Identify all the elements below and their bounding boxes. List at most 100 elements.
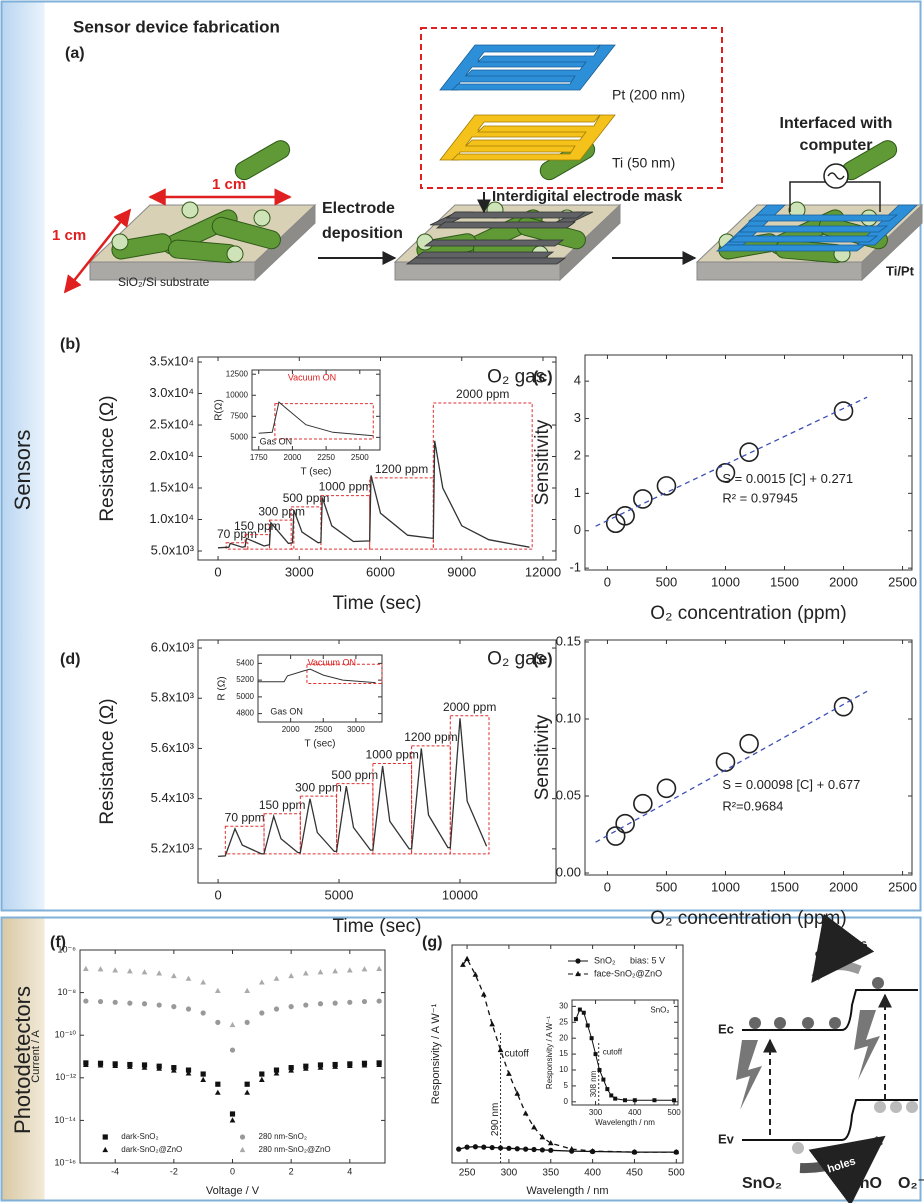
x-tick-label: 2250 [317, 453, 335, 462]
x-tick-label: 2000 [829, 574, 858, 589]
legend-marker [102, 1134, 108, 1140]
legend-marker [239, 1134, 246, 1140]
panel-label: (d) [60, 651, 80, 668]
data-point [548, 1147, 554, 1153]
y-tick-label: 12500 [226, 369, 249, 378]
y-tick-label: 6.0x10³ [151, 639, 195, 654]
electrode-label: Ti/Pt [886, 263, 915, 278]
data-point [672, 1098, 677, 1103]
window-label: 2000 ppm [443, 700, 496, 714]
y-tick-label: 4 [574, 373, 581, 388]
computer-label: Interfaced with [780, 115, 893, 132]
x-tick-label: 2500 [888, 879, 917, 894]
y-tick-label: 5.0x10³ [151, 542, 195, 557]
data-point [632, 1098, 637, 1103]
y-tick-label: 0.00 [556, 864, 581, 879]
data-point [547, 1140, 554, 1146]
y-tick-label: 5 [564, 1081, 569, 1090]
band-label: Ec [718, 1021, 734, 1036]
data-point [346, 967, 353, 973]
data-point [833, 401, 854, 421]
y-axis-label: Resistance (Ω) [97, 698, 118, 824]
data-point [273, 1006, 280, 1012]
y-tick-label: 7500 [230, 411, 248, 420]
x-tick-label: 6000 [366, 564, 395, 579]
data-point [126, 1063, 133, 1069]
data-point [585, 1023, 590, 1028]
x-axis-label: Time (sec) [332, 593, 421, 614]
legend-marker [102, 1146, 109, 1153]
chart-title: O₂ gas [487, 366, 545, 387]
data-point [613, 1096, 618, 1101]
data-point [185, 975, 192, 981]
window-box [411, 745, 451, 855]
window-label: 300 ppm [258, 504, 305, 518]
legend-label: SnO₂ [594, 955, 616, 965]
x-tick-label: 12000 [525, 564, 561, 579]
legend-marker [575, 958, 581, 964]
substrate-label: SiO₂/Si substrate [118, 275, 210, 289]
x-axis-label: Wavelength / nm [526, 1185, 608, 1197]
y-axis-label: Current / A [30, 1030, 42, 1083]
y-tick-label: 25 [559, 1017, 568, 1026]
x-tick-label: 2 [289, 1166, 294, 1176]
data-point [258, 1076, 265, 1082]
dimension-arrow [63, 208, 132, 294]
data-point [615, 505, 635, 526]
x-axis-label: O₂ concentration (ppm) [650, 603, 846, 624]
data-point [141, 969, 148, 975]
data-point [126, 968, 133, 974]
data-point [601, 1077, 606, 1082]
y-axis-label: R (Ω) [217, 676, 228, 700]
data-point [244, 987, 251, 993]
data-point [259, 1071, 265, 1077]
x-tick-label: -4 [111, 1166, 119, 1176]
inset-frame [251, 369, 381, 451]
window-box [225, 542, 249, 550]
data-point [185, 1006, 192, 1012]
x-tick-label: 500 [656, 879, 678, 894]
data-point [361, 1062, 368, 1068]
y-tick-label: 0.05 [556, 787, 581, 802]
data-point [593, 1052, 598, 1057]
data-point [506, 1070, 512, 1076]
legend-label: face-SnO₂@ZnO [594, 968, 662, 978]
y-tick-label: 0.15 [556, 633, 581, 648]
series-line [218, 718, 488, 858]
window-box [432, 402, 533, 550]
annotation: Gas ON [260, 436, 293, 446]
data-point [739, 442, 759, 463]
x-tick-label: 400 [584, 1168, 601, 1179]
x-tick-label: 500 [667, 1108, 681, 1117]
electron-flow [811, 913, 875, 984]
y-axis-label: Responsivity / A W⁻¹ [545, 1016, 554, 1089]
data-point [200, 1076, 207, 1082]
panel-label: (c) [533, 369, 553, 386]
y-tick-label: 2.0x10⁴ [149, 448, 194, 463]
data-point [568, 1146, 575, 1152]
chart-title: SnO₂ [650, 1006, 669, 1015]
data-point [97, 998, 104, 1005]
y-tick-label: 10⁻¹⁴ [54, 1115, 76, 1125]
data-point [589, 1147, 596, 1154]
data-point [497, 1046, 504, 1053]
data-point [244, 1019, 250, 1025]
data-point [156, 1002, 162, 1008]
data-point [112, 1062, 119, 1069]
panel-label: (e) [533, 651, 553, 668]
window-box [372, 763, 413, 855]
panel-label: (f) [50, 934, 66, 951]
data-point [303, 1002, 309, 1008]
data-point [229, 1117, 236, 1123]
window-label: 2000 ppm [456, 387, 509, 401]
y-tick-label: 0.10 [556, 710, 581, 725]
y-tick-label: 1.5x10⁴ [149, 479, 194, 494]
x-tick-label: 1500 [770, 574, 799, 589]
y-tick-label: 5.4x10³ [151, 790, 195, 805]
y-tick-label: 10000 [226, 390, 249, 399]
window-label: 70 ppm [217, 527, 257, 541]
x-tick-label: 500 [668, 1168, 685, 1179]
data-point [317, 1001, 324, 1007]
legend-note: bias: 5 V [630, 955, 665, 965]
data-point [631, 1148, 638, 1155]
